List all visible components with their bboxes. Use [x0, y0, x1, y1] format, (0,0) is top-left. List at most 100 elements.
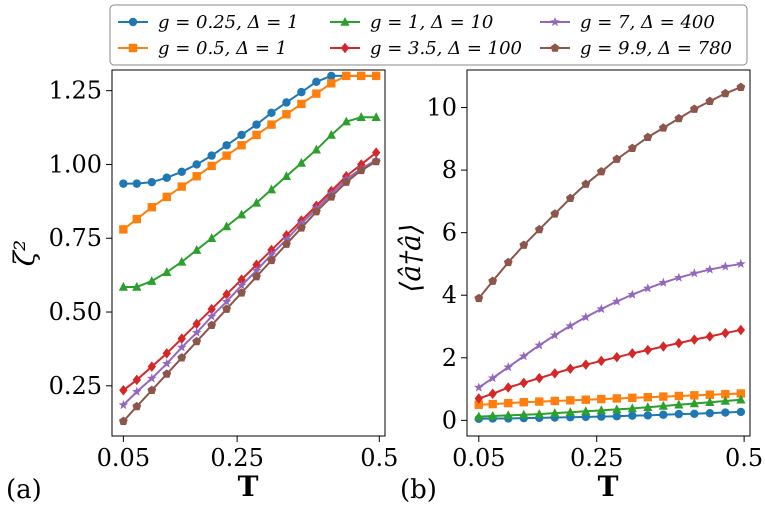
- data-point: [643, 393, 653, 402]
- data-point: [736, 394, 746, 404]
- data-point: [207, 151, 216, 160]
- data-point: [596, 405, 606, 415]
- data-point: [252, 130, 261, 140]
- data-point: [581, 312, 591, 322]
- data-point: [597, 412, 606, 421]
- y-tick-label: 8: [442, 156, 457, 184]
- data-point: [132, 179, 141, 188]
- data-point: [192, 318, 201, 330]
- data-point: [643, 344, 653, 356]
- data-point: [705, 96, 715, 106]
- data-point: [266, 184, 277, 194]
- panel-b-label: (b): [400, 475, 437, 505]
- data-point: [643, 411, 653, 420]
- data-point: [341, 177, 351, 186]
- data-point: [161, 358, 172, 368]
- data-point: [474, 293, 484, 303]
- series: [118, 154, 381, 410]
- panel-b: 0.05 0.25 0.5 0 2 4 6 8 10 T ⟨â†â⟩ (b): [394, 69, 763, 505]
- data-point: [192, 160, 201, 169]
- legend-marker: [550, 43, 560, 52]
- data-point: [162, 173, 171, 182]
- legend-entry: g = 0.25, Δ = 1: [158, 12, 299, 33]
- series: [474, 82, 746, 303]
- panel-b-ticks: 0.05 0.25 0.5 0 2 4 6 8 10: [426, 94, 763, 472]
- data-point: [474, 382, 484, 392]
- data-point: [252, 120, 261, 129]
- data-point: [488, 388, 497, 400]
- panel-a-ylabel: ζ²: [8, 240, 41, 266]
- data-point: [534, 224, 544, 234]
- data-point: [251, 197, 262, 207]
- data-point: [177, 256, 187, 266]
- data-point: [118, 416, 128, 425]
- data-point: [326, 129, 336, 139]
- data-point: [119, 179, 128, 188]
- x-tick-label: 0.05: [452, 444, 505, 472]
- data-point: [519, 240, 529, 249]
- y-tick-label: 1.25: [49, 77, 102, 105]
- data-point: [628, 411, 637, 420]
- data-point: [222, 289, 231, 300]
- data-point: [627, 289, 638, 299]
- data-point: [281, 234, 292, 244]
- legend-entry: g = 3.5, Δ = 100: [370, 38, 522, 59]
- data-point: [371, 156, 381, 166]
- data-point: [147, 177, 157, 187]
- data-point: [736, 407, 746, 417]
- data-point: [222, 304, 231, 313]
- y-tick-label: 0.75: [49, 224, 102, 252]
- panel-a-frame: [111, 69, 386, 437]
- series-line: [123, 116, 377, 288]
- x-tick-label: 0.25: [570, 444, 623, 472]
- data-point: [690, 409, 699, 418]
- data-point: [132, 214, 141, 224]
- panel-b-plot: [474, 82, 746, 423]
- data-point: [297, 223, 306, 232]
- data-point: [628, 393, 637, 403]
- data-point: [327, 71, 336, 81]
- series: [119, 71, 381, 188]
- x-tick-label: 0.25: [210, 444, 263, 472]
- data-point: [674, 409, 684, 419]
- y-tick-label: 4: [442, 281, 457, 309]
- panel-b-xlabel: T: [598, 470, 619, 503]
- data-point: [267, 255, 276, 265]
- data-point: [147, 373, 157, 383]
- data-point: [705, 390, 715, 399]
- series-line: [478, 328, 742, 400]
- series: [118, 112, 381, 291]
- data-point: [221, 221, 232, 231]
- series-line: [122, 151, 377, 392]
- data-point: [534, 340, 545, 350]
- data-point: [628, 348, 637, 359]
- data-point: [488, 276, 498, 285]
- data-point: [236, 280, 247, 290]
- data-point: [658, 123, 668, 132]
- data-point: [162, 348, 171, 359]
- series: [119, 71, 381, 234]
- data-point: [312, 89, 321, 98]
- data-point: [550, 368, 559, 379]
- panel-a: 0.05 0.25 0.5 0.25 0.50 0.75 1.00 1.25 T ζ² (a): [6, 69, 398, 505]
- data-point: [237, 130, 246, 140]
- data-point: [581, 395, 591, 404]
- x-tick-label: 0.5: [360, 444, 398, 472]
- y-tick-label: 2: [442, 344, 457, 372]
- data-point: [474, 400, 483, 409]
- legend-entry: g = 0.5, Δ = 1: [158, 38, 287, 59]
- data-point: [612, 154, 622, 163]
- data-point: [565, 407, 575, 417]
- data-point: [597, 394, 606, 404]
- legend-entry: g = 1, Δ = 10: [370, 12, 493, 33]
- data-point: [119, 385, 128, 396]
- data-point: [674, 272, 684, 282]
- data-point: [267, 108, 276, 117]
- data-point: [643, 283, 653, 293]
- series: [474, 389, 746, 409]
- data-point: [192, 336, 202, 346]
- data-point: [504, 382, 513, 393]
- data-point: [132, 374, 141, 386]
- data-point: [147, 276, 157, 285]
- y-tick-label: 10: [426, 94, 457, 122]
